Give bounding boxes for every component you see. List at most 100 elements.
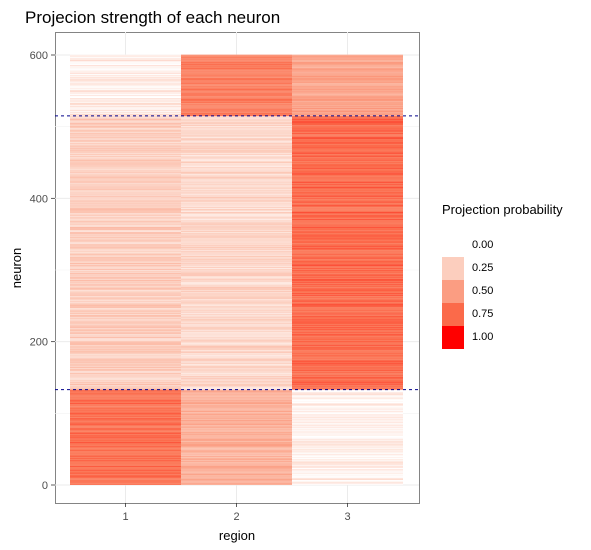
heatmap-cell: [181, 162, 292, 164]
heatmap-cell: [292, 414, 403, 416]
heatmap-cell: [292, 428, 403, 430]
heatmap-cell: [292, 362, 403, 364]
heatmap-cell: [181, 76, 292, 78]
heatmap-cell: [292, 234, 403, 236]
heatmap-cell: [181, 470, 292, 472]
heatmap-cell: [181, 81, 292, 83]
heatmap-cell: [70, 298, 181, 300]
heatmap-cell: [70, 369, 181, 371]
heatmap-cell: [292, 95, 403, 97]
heatmap-cell: [70, 70, 181, 72]
heatmap-cell: [70, 372, 181, 374]
heatmap-cell: [181, 256, 292, 258]
heatmap-cell: [292, 410, 403, 412]
heatmap-cell: [292, 169, 403, 171]
heatmap-cell: [292, 212, 403, 214]
x-axis-title: region: [219, 528, 255, 543]
heatmap-cell: [70, 374, 181, 376]
heatmap-cell: [70, 405, 181, 407]
heatmap-cell: [181, 465, 292, 467]
heatmap-cell: [181, 123, 292, 125]
heatmap-cell: [292, 453, 403, 455]
heatmap-cell: [292, 125, 403, 127]
heatmap-cell: [292, 355, 403, 357]
heatmap-cell: [181, 124, 292, 126]
heatmap-cell: [181, 318, 292, 320]
heatmap-cell: [181, 355, 292, 357]
heatmap-cell: [292, 431, 403, 433]
legend-title: Projection probability: [442, 202, 563, 217]
heatmap-cell: [181, 64, 292, 66]
heatmap-cell: [181, 243, 292, 245]
heatmap-cell: [292, 298, 403, 300]
heatmap-cell: [70, 163, 181, 165]
heatmap-cell: [70, 257, 181, 259]
heatmap-cell: [292, 93, 403, 95]
heatmap-cell: [70, 183, 181, 185]
heatmap-cell: [292, 357, 403, 359]
heatmap-cell: [70, 314, 181, 316]
heatmap-cell: [70, 311, 181, 313]
heatmap-cell: [181, 217, 292, 219]
heatmap-cell: [70, 169, 181, 171]
heatmap-cell: [292, 177, 403, 179]
heatmap-cell: [70, 413, 181, 415]
heatmap-cell: [292, 302, 403, 304]
heatmap-cell: [70, 161, 181, 163]
heatmap-cell: [292, 366, 403, 368]
heatmap-cell: [292, 400, 403, 402]
heatmap-cell: [181, 374, 292, 377]
heatmap-cell: [292, 445, 403, 448]
heatmap-cell: [292, 247, 403, 249]
heatmap-cell: [292, 118, 403, 120]
heatmap-cell: [292, 157, 403, 159]
heatmap-cell: [70, 352, 181, 354]
heatmap-cell: [181, 241, 292, 243]
heatmap-cell: [181, 159, 292, 162]
heatmap-cell: [181, 463, 292, 465]
heatmap-cell: [181, 410, 292, 412]
heatmap-cell: [181, 445, 292, 448]
heatmap-cell: [181, 182, 292, 184]
heatmap-cell: [70, 334, 181, 336]
heatmap-cell: [292, 400, 403, 402]
heatmap-cell: [70, 449, 181, 451]
heatmap-cell: [292, 454, 403, 456]
heatmap-cell: [70, 395, 181, 397]
heatmap-cell: [181, 93, 292, 95]
heatmap-cell: [292, 161, 403, 163]
heatmap-cell: [181, 208, 292, 210]
heatmap-cell: [181, 420, 292, 422]
heatmap-cell: [292, 382, 403, 384]
heatmap-cell: [292, 469, 403, 471]
heatmap-cell: [70, 104, 181, 106]
heatmap-cell: [292, 144, 403, 146]
heatmap-cell: [292, 270, 403, 272]
heatmap-cell: [181, 200, 292, 202]
heatmap-cell: [70, 472, 181, 474]
heatmap-cell: [292, 137, 403, 139]
heatmap-cell: [292, 240, 403, 243]
heatmap-cell: [292, 261, 403, 263]
heatmap-cell: [292, 279, 403, 281]
heatmap-cell: [292, 137, 403, 139]
heatmap-cell: [292, 369, 403, 371]
heatmap-cell: [181, 137, 292, 139]
heatmap-cell: [292, 315, 403, 317]
heatmap-cell: [292, 471, 403, 473]
heatmap-cell: [70, 387, 181, 389]
heatmap-cell: [181, 122, 292, 124]
heatmap-cell: [181, 71, 292, 73]
heatmap-cell: [292, 111, 403, 114]
heatmap-cell: [292, 456, 403, 458]
heatmap-cell: [181, 69, 292, 71]
heatmap-cell: [70, 318, 181, 320]
heatmap-cell: [292, 101, 403, 104]
heatmap-cell: [292, 264, 403, 266]
heatmap-cell: [181, 153, 292, 155]
heatmap-cell: [181, 122, 292, 124]
heatmap-cell: [292, 187, 403, 190]
heatmap-cell: [181, 308, 292, 310]
heatmap-cell: [70, 352, 181, 354]
heatmap-cell: [292, 404, 403, 406]
